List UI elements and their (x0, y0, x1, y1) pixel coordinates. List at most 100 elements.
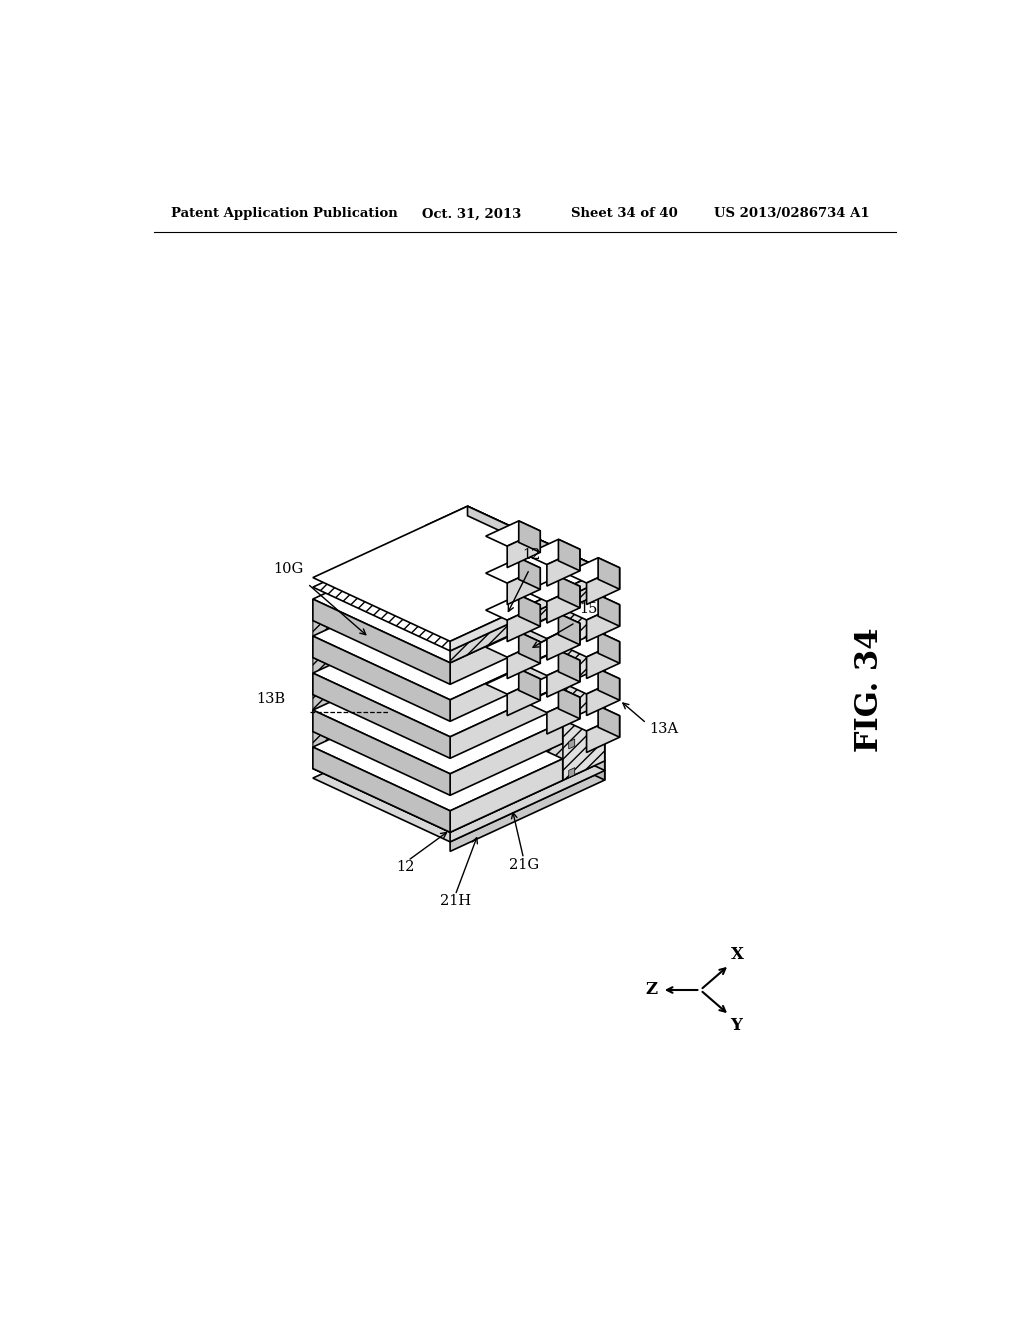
Polygon shape (313, 697, 605, 833)
Polygon shape (558, 688, 580, 719)
Polygon shape (525, 614, 580, 639)
Polygon shape (587, 568, 620, 605)
Polygon shape (313, 673, 451, 758)
Polygon shape (587, 642, 620, 678)
Polygon shape (313, 717, 563, 833)
Polygon shape (519, 558, 541, 589)
Polygon shape (313, 694, 451, 774)
Text: 21H: 21H (439, 894, 471, 908)
Polygon shape (587, 715, 620, 752)
Polygon shape (563, 570, 605, 780)
Polygon shape (519, 632, 541, 664)
Text: 10G: 10G (273, 562, 303, 576)
Polygon shape (525, 540, 580, 565)
Text: FIG. 34: FIG. 34 (854, 627, 886, 752)
Polygon shape (565, 669, 620, 694)
Polygon shape (547, 623, 580, 660)
Polygon shape (485, 521, 541, 546)
Polygon shape (568, 701, 574, 710)
Polygon shape (558, 577, 580, 607)
Polygon shape (547, 549, 580, 586)
Polygon shape (313, 657, 451, 737)
Polygon shape (313, 747, 451, 833)
Polygon shape (313, 506, 605, 642)
Polygon shape (451, 760, 605, 842)
Polygon shape (507, 678, 541, 715)
Polygon shape (313, 710, 451, 796)
Polygon shape (313, 606, 563, 721)
Text: US 2013/0286734 A1: US 2013/0286734 A1 (714, 207, 869, 220)
Text: 13B: 13B (256, 692, 285, 706)
Polygon shape (587, 678, 620, 715)
Polygon shape (313, 696, 563, 810)
Polygon shape (313, 546, 563, 663)
Polygon shape (568, 739, 574, 748)
Polygon shape (313, 731, 451, 810)
Polygon shape (451, 780, 563, 833)
Text: 15: 15 (580, 602, 598, 615)
Polygon shape (313, 768, 451, 833)
Polygon shape (565, 595, 620, 620)
Polygon shape (547, 660, 580, 697)
Polygon shape (468, 506, 605, 579)
Polygon shape (587, 605, 620, 642)
Polygon shape (519, 669, 541, 701)
Polygon shape (451, 685, 563, 758)
Polygon shape (565, 706, 620, 731)
Polygon shape (313, 620, 451, 700)
Text: Y: Y (730, 1016, 742, 1034)
Text: X: X (730, 946, 743, 964)
Polygon shape (547, 586, 580, 623)
Polygon shape (451, 722, 563, 796)
Text: Patent Application Publication: Patent Application Publication (171, 207, 397, 220)
Polygon shape (507, 605, 541, 642)
Polygon shape (425, 506, 605, 589)
Polygon shape (598, 632, 620, 663)
Polygon shape (451, 706, 563, 774)
Polygon shape (485, 595, 541, 620)
Polygon shape (451, 648, 563, 721)
Polygon shape (485, 632, 541, 657)
Polygon shape (507, 568, 541, 605)
Polygon shape (313, 622, 563, 737)
Polygon shape (313, 643, 563, 758)
Polygon shape (485, 669, 541, 694)
Polygon shape (558, 614, 580, 644)
Polygon shape (451, 743, 563, 810)
Polygon shape (525, 688, 580, 713)
Polygon shape (451, 611, 563, 684)
Polygon shape (598, 669, 620, 700)
Polygon shape (519, 595, 541, 627)
Polygon shape (565, 558, 620, 583)
Polygon shape (313, 516, 605, 651)
Polygon shape (565, 632, 620, 657)
Polygon shape (547, 697, 580, 734)
Polygon shape (598, 706, 620, 738)
Polygon shape (313, 706, 605, 842)
Polygon shape (313, 569, 563, 684)
Polygon shape (568, 768, 574, 777)
Polygon shape (451, 771, 605, 851)
Polygon shape (558, 540, 580, 570)
Polygon shape (507, 642, 541, 678)
Polygon shape (525, 651, 580, 676)
Text: Oct. 31, 2013: Oct. 31, 2013 (422, 207, 521, 220)
Polygon shape (468, 706, 605, 780)
Text: Z: Z (645, 982, 657, 998)
Polygon shape (525, 577, 580, 602)
Polygon shape (313, 659, 563, 774)
Text: 13A: 13A (649, 722, 678, 737)
Polygon shape (598, 558, 620, 589)
Polygon shape (313, 583, 563, 700)
Polygon shape (451, 570, 605, 651)
Polygon shape (468, 506, 605, 760)
Polygon shape (451, 632, 563, 700)
Polygon shape (468, 516, 605, 591)
Polygon shape (451, 669, 563, 737)
Polygon shape (451, 759, 563, 833)
Text: Sheet 34 of 40: Sheet 34 of 40 (571, 207, 678, 220)
Polygon shape (451, 579, 605, 663)
Polygon shape (313, 636, 451, 721)
Polygon shape (313, 599, 451, 684)
Polygon shape (519, 521, 541, 552)
